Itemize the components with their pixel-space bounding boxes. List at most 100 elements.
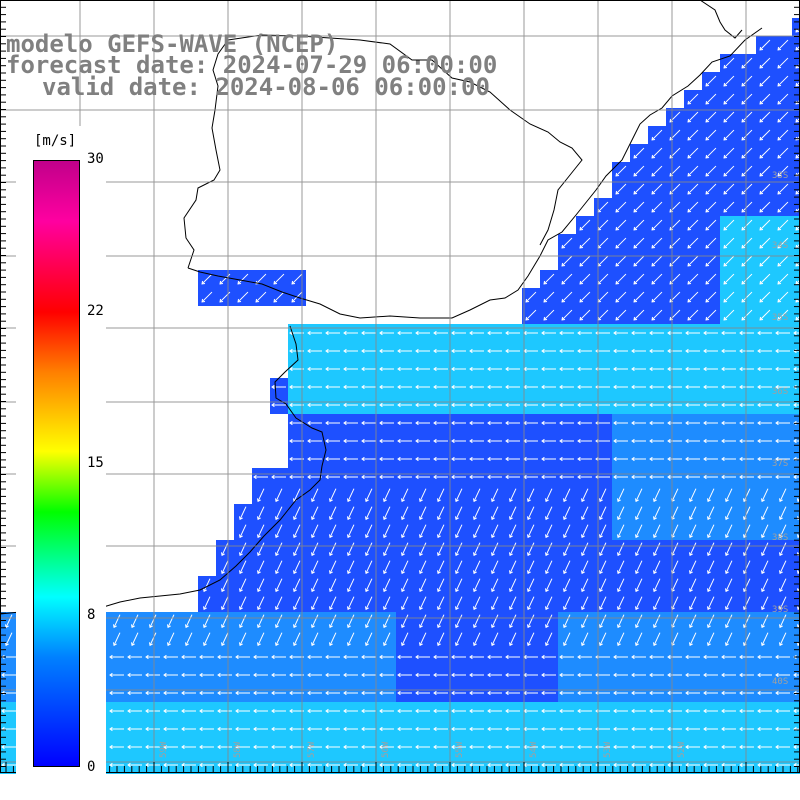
- wind-arrow: [307, 456, 322, 462]
- wind-arrow: [1, 744, 16, 750]
- wind-arrow: [256, 488, 265, 503]
- wind-arrow: [777, 57, 789, 69]
- wind-arrow: [325, 474, 340, 480]
- wind-arrow: [148, 614, 157, 629]
- wind-arrow: [238, 596, 247, 611]
- wind-arrow: [577, 366, 592, 372]
- wind-arrow: [487, 456, 502, 462]
- colorbar-tick-0: 0: [87, 759, 96, 775]
- wind-arrow: [559, 744, 574, 750]
- wind-arrow: [1, 672, 16, 678]
- wind-arrow: [325, 402, 340, 408]
- wind-arrow: [145, 654, 160, 660]
- wind-arrow: [433, 726, 448, 732]
- wind-arrow: [469, 474, 484, 480]
- wind-arrow: [559, 402, 574, 408]
- wind-arrow: [706, 614, 715, 629]
- wind-arrow: [562, 524, 571, 539]
- wind-arrow: [793, 330, 800, 336]
- ocean-cell: [792, 216, 800, 234]
- wind-arrow: [400, 632, 409, 647]
- wind-arrow: [615, 309, 627, 321]
- wind-arrow: [292, 614, 301, 629]
- wind-arrow: [598, 506, 607, 521]
- wind-arrow: [559, 762, 574, 768]
- wind-arrow: [775, 330, 790, 336]
- wind-arrow: [705, 309, 717, 321]
- wind-arrow: [651, 183, 663, 195]
- wind-arrow: [505, 330, 520, 336]
- wind-arrow: [199, 690, 214, 696]
- wind-arrow: [382, 614, 391, 629]
- wind-arrow: [649, 672, 664, 678]
- wind-arrow: [721, 654, 736, 660]
- wind-arrow: [526, 578, 535, 593]
- wind-arrow: [361, 348, 376, 354]
- wind-arrow: [757, 654, 772, 660]
- wind-arrow: [615, 183, 627, 195]
- latitude-label: 38S: [772, 533, 788, 543]
- wind-arrow: [651, 291, 663, 303]
- wind-arrow: [505, 474, 520, 480]
- wind-arrow: [615, 237, 627, 249]
- wind-arrow: [760, 560, 769, 575]
- wind-arrow: [292, 560, 301, 575]
- latitude-label: 40S: [772, 677, 788, 687]
- wind-arrow: [649, 402, 664, 408]
- wind-arrow: [739, 366, 754, 372]
- wind-arrow: [487, 672, 502, 678]
- wind-arrow: [778, 560, 787, 575]
- wind-arrow: [415, 420, 430, 426]
- wind-arrow: [217, 654, 232, 660]
- wind-arrow: [364, 524, 373, 539]
- valid-date: valid date: 2024-08-06 06:00:00: [42, 73, 490, 101]
- wind-arrow: [795, 297, 800, 303]
- ocean-cell: [792, 72, 800, 90]
- wind-arrow: [667, 366, 682, 372]
- wind-arrow: [760, 488, 769, 503]
- wind-arrow: [739, 654, 754, 660]
- wind-arrow: [703, 402, 718, 408]
- wind-arrow: [706, 488, 715, 503]
- wind-arrow: [777, 237, 789, 249]
- wind-arrow: [741, 219, 753, 231]
- longitude-label: 57W: [307, 741, 317, 758]
- wind-arrow: [525, 291, 537, 303]
- wind-arrow: [687, 183, 699, 195]
- forecast-date: forecast date: 2024-07-29 06:00:00: [6, 51, 498, 79]
- wind-arrow: [382, 596, 391, 611]
- wind-arrow: [271, 654, 286, 660]
- wind-arrow: [741, 57, 753, 69]
- wind-arrow: [220, 560, 229, 575]
- wind-arrow: [760, 578, 769, 593]
- wind-arrow: [397, 348, 412, 354]
- wind-arrow: [544, 506, 553, 521]
- wind-arrow: [613, 348, 628, 354]
- wind-arrow: [397, 456, 412, 462]
- wind-arrow: [559, 348, 574, 354]
- wind-arrow: [307, 654, 322, 660]
- wind-arrow: [778, 596, 787, 611]
- wind-arrow: [705, 147, 717, 159]
- wind-arrow: [253, 708, 268, 714]
- wind-arrow: [505, 654, 520, 660]
- wind-arrow: [379, 330, 394, 336]
- wind-arrow: [757, 672, 772, 678]
- wind-arrow: [580, 524, 589, 539]
- wind-arrow: [759, 39, 771, 51]
- wind-arrow: [723, 183, 735, 195]
- wind-arrow: [220, 632, 229, 647]
- wind-arrow: [469, 690, 484, 696]
- wind-arrow: [148, 632, 157, 647]
- wind-arrow: [739, 672, 754, 678]
- wind-arrow: [361, 384, 376, 390]
- wind-arrow: [487, 708, 502, 714]
- wind-arrow: [721, 690, 736, 696]
- wind-arrow: [109, 762, 124, 768]
- wind-arrow: [487, 384, 502, 390]
- wind-arrow: [721, 474, 736, 480]
- wind-arrow: [253, 744, 268, 750]
- wind-arrow: [652, 578, 661, 593]
- wind-arrow: [580, 542, 589, 557]
- wind-arrow: [777, 129, 789, 141]
